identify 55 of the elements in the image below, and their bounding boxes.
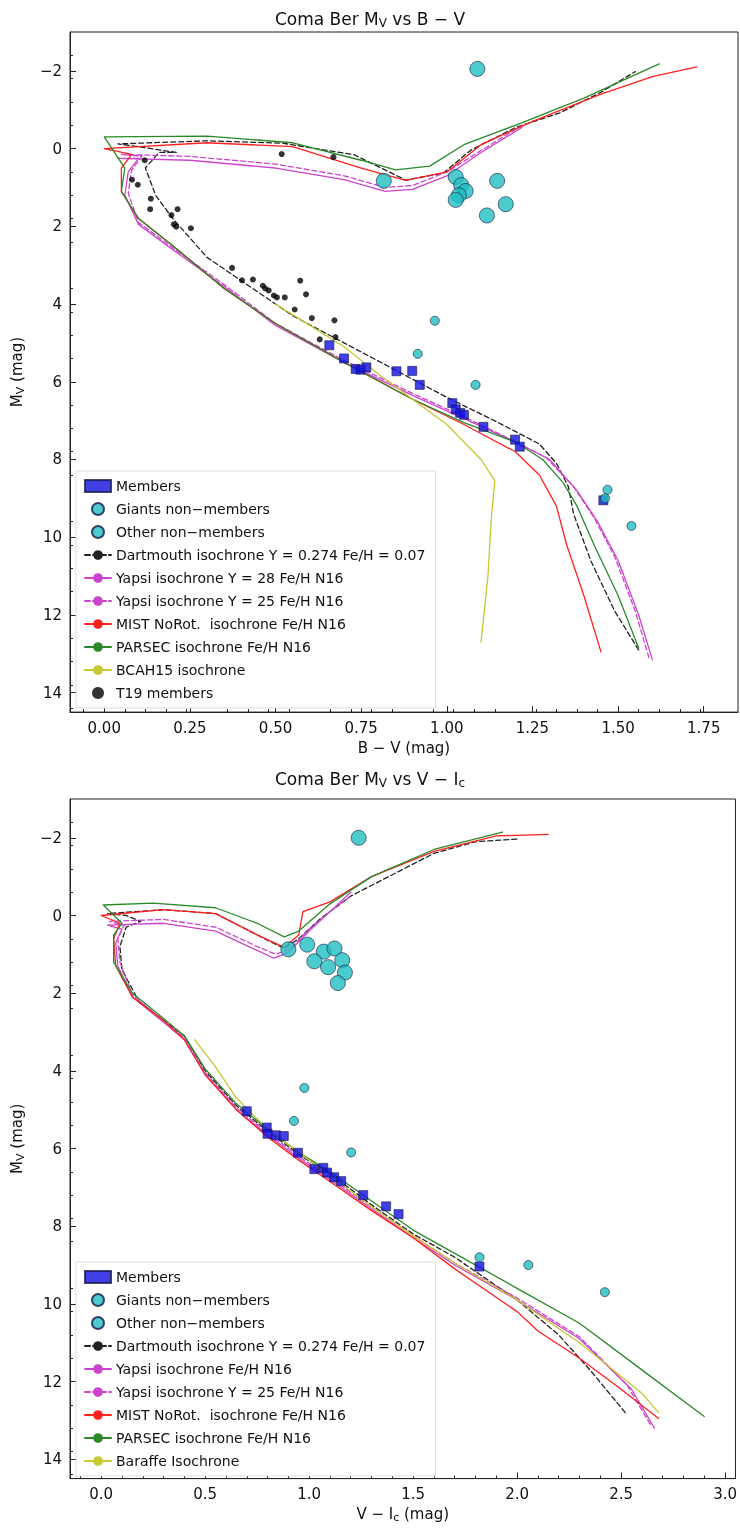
legend-label: Giants non−members (116, 1292, 270, 1308)
legend-label: Members (116, 1269, 181, 1285)
y-tick-label: 10 (42, 528, 62, 547)
legend-label: MIST NoRot. isochrone Fe/H N16 (116, 616, 346, 632)
x-tick-label: 2.5 (609, 1485, 634, 1504)
legend-label: Baraffe Isochrone (116, 1453, 240, 1469)
y-tick-label: 12 (42, 605, 62, 624)
legend-label: Members (116, 478, 181, 494)
legend-label: T19 members (115, 685, 214, 701)
y-tick-label: 8 (52, 450, 62, 469)
legend-label: Yapsi isochrone Y = 25 Fe/H N16 (115, 593, 344, 609)
y-tick-label: −2 (39, 61, 62, 80)
y-tick-label: −2 (39, 828, 62, 847)
x-tick-label: 0.5 (193, 1485, 218, 1504)
x-tick-label: 1.0 (297, 1485, 322, 1504)
legend-label: Yapsi isochrone Fe/H N16 (115, 1361, 292, 1377)
x-tick-label: 0.00 (87, 718, 121, 737)
y-tick-label: 2 (52, 984, 62, 1003)
x-tick-label: 1.50 (601, 718, 635, 737)
legend-label: Other non−members (116, 1315, 265, 1331)
x-tick-label: 1.25 (515, 718, 550, 737)
y-tick-label: 12 (42, 1372, 62, 1391)
x-tick-label: 2.0 (505, 1485, 530, 1504)
legend-label: Dartmouth isochrone Y = 0.274 Fe/H = 0.07 (116, 547, 426, 563)
y-tick-label: 6 (52, 372, 62, 391)
x-tick-label: 1.75 (687, 718, 721, 737)
legend-label: Yapsi isochrone Y = 25 Fe/H N16 (115, 1384, 344, 1400)
legend-label: Yapsi isochrone Y = 28 Fe/H N16 (115, 570, 344, 586)
y-tick-label: 10 (42, 1294, 62, 1313)
y-tick-label: 4 (52, 295, 62, 314)
y-tick-label: 6 (52, 1139, 62, 1158)
x-tick-label: 0.0 (89, 1485, 114, 1504)
y-tick-label: 8 (52, 1217, 62, 1236)
legend-label: PARSEC isochrone Fe/H N16 (116, 1430, 312, 1446)
legend-label: BCAH15 isochrone (116, 662, 246, 678)
y-axis-title: MV (mag) (8, 336, 27, 408)
legend-label: Other non−members (116, 524, 265, 540)
legend-label: Dartmouth isochrone Y = 0.274 Fe/H = 0.07 (116, 1338, 426, 1354)
legend-label: Giants non−members (116, 501, 270, 517)
legend-label: MIST NoRot. isochrone Fe/H N16 (116, 1407, 346, 1423)
y-tick-label: 0 (52, 139, 62, 158)
x-tick-label: 1.5 (401, 1485, 426, 1504)
y-tick-label: 2 (52, 217, 62, 236)
x-tick-label: 0.50 (258, 718, 293, 737)
y-tick-label: 4 (52, 1061, 62, 1080)
x-tick-label: 3.0 (713, 1485, 737, 1504)
y-tick-label: 14 (42, 683, 62, 702)
x-tick-label: 0.75 (344, 718, 378, 737)
y-tick-label: 0 (52, 906, 62, 925)
x-tick-label: 1.00 (430, 718, 464, 737)
legend-label: PARSEC isochrone Fe/H N16 (116, 639, 312, 655)
x-tick-label: 0.25 (173, 718, 207, 737)
x-axis-title: B − V (mag) (357, 738, 451, 757)
y-tick-label: 14 (42, 1450, 62, 1469)
y-axis-title: MV (mag) (8, 1103, 27, 1174)
